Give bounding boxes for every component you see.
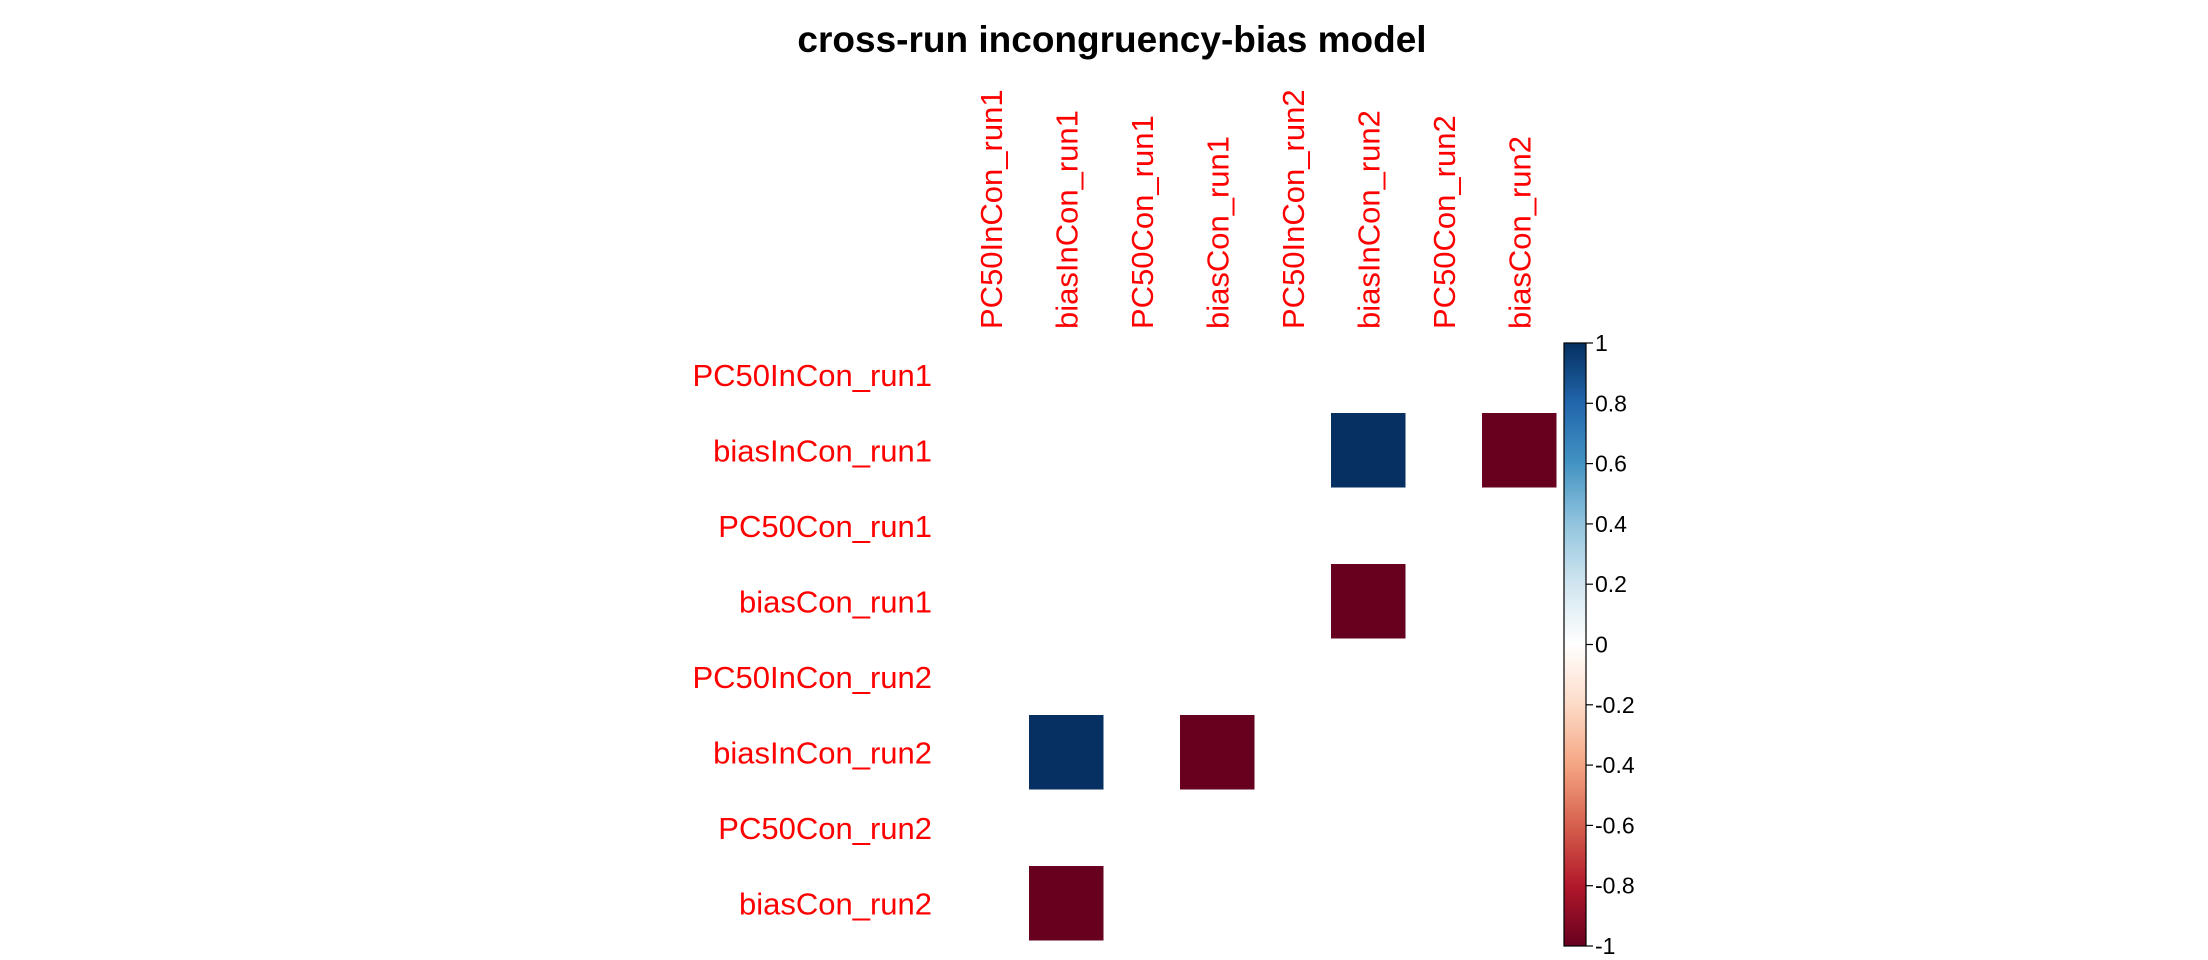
heatmap-cell-r5-c1 bbox=[953, 639, 1028, 714]
heatmap-cell-r3-c1 bbox=[953, 488, 1028, 563]
color-legend: 1 0.8 0.6 0.4 0.2 0 -0.2 -0.4 -0.6 -0.8 -1 bbox=[1563, 330, 1635, 959]
heatmap-cell-r1-c8 bbox=[1482, 337, 1557, 412]
heatmap-cell-r3-c3 bbox=[1104, 488, 1179, 563]
heatmap-cell-r5-c7 bbox=[1406, 639, 1481, 714]
color-bar-tick-label: -0.8 bbox=[1595, 873, 1635, 899]
heatmap-cell-r2-c1 bbox=[953, 413, 1028, 488]
heatmap-cell-r6-c6 bbox=[1331, 715, 1406, 790]
heatmap-cell-r3-c5 bbox=[1255, 488, 1330, 563]
heatmap-cell-r3-c4 bbox=[1180, 488, 1255, 563]
heatmap-cell-r7-c6 bbox=[1331, 790, 1406, 865]
heatmap-cell-r6-c1 bbox=[953, 715, 1028, 790]
heatmap-cell-r4-c2 bbox=[1029, 564, 1104, 639]
color-bar-tick-label: 1 bbox=[1595, 330, 1608, 356]
heatmap-cell-r1-c1 bbox=[953, 337, 1028, 412]
color-bar-tick-label: -1 bbox=[1595, 933, 1615, 959]
heatmap-cell-r3-c8 bbox=[1482, 488, 1557, 563]
column-labels: PC50InCon_run1 biasInCon_run1 PC50Con_run1… bbox=[974, 89, 1538, 329]
color-bar-tick-label: 0.2 bbox=[1595, 571, 1627, 597]
row-label: biasCon_run1 bbox=[739, 584, 932, 619]
heatmap-cell-r5-c6 bbox=[1331, 639, 1406, 714]
row-label: biasCon_run2 bbox=[739, 886, 932, 921]
heatmap-cell-r5-c8 bbox=[1482, 639, 1557, 714]
heatmap-cell-r4-c7 bbox=[1406, 564, 1481, 639]
heatmap-cell-r8-c8 bbox=[1482, 866, 1557, 941]
heatmap-cell-r5-c4 bbox=[1180, 639, 1255, 714]
column-label: PC50Con_run1 bbox=[1125, 115, 1160, 329]
heatmap-cell-r1-c2 bbox=[1029, 337, 1104, 412]
color-bar-tick-label: 0.4 bbox=[1595, 511, 1627, 537]
row-label: biasInCon_run1 bbox=[713, 433, 932, 468]
heatmap-cell-r3-c6 bbox=[1331, 488, 1406, 563]
row-label: PC50InCon_run1 bbox=[692, 358, 932, 393]
heatmap-cell-r4-c8 bbox=[1482, 564, 1557, 639]
heatmap-cell-r8-c5 bbox=[1255, 866, 1330, 941]
heatmap-cell-r7-c2 bbox=[1029, 790, 1104, 865]
heatmap-cell-r4-c6 bbox=[1331, 564, 1406, 639]
heatmap-cell-r7-c3 bbox=[1104, 790, 1179, 865]
heatmap-cell-r8-c7 bbox=[1406, 866, 1481, 941]
column-label: biasInCon_run2 bbox=[1351, 110, 1386, 329]
row-label: biasInCon_run2 bbox=[713, 735, 932, 770]
heatmap-cell-r6-c8 bbox=[1482, 715, 1557, 790]
color-bar-tick-label: -0.2 bbox=[1595, 692, 1635, 718]
heatmap-cell-r1-c3 bbox=[1104, 337, 1179, 412]
heatmap-cell-r6-c3 bbox=[1104, 715, 1179, 790]
heatmap-cell-r1-c6 bbox=[1331, 337, 1406, 412]
color-bar-tick-label: -0.6 bbox=[1595, 812, 1635, 838]
color-bar-tick-label: -0.4 bbox=[1595, 752, 1635, 778]
heatmap-cell-r2-c2 bbox=[1029, 413, 1104, 488]
heatmap-cell-r4-c4 bbox=[1180, 564, 1255, 639]
heatmap-cell-r7-c7 bbox=[1406, 790, 1481, 865]
heatmap-cell-r6-c4 bbox=[1180, 715, 1255, 790]
column-label: biasCon_run1 bbox=[1200, 136, 1235, 329]
heatmap-cell-r1-c4 bbox=[1180, 337, 1255, 412]
color-bar-tick-label: 0.6 bbox=[1595, 451, 1627, 477]
heatmap-cell-r7-c5 bbox=[1255, 790, 1330, 865]
heatmap-cell-r2-c4 bbox=[1180, 413, 1255, 488]
heatmap-cell-r1-c5 bbox=[1255, 337, 1330, 412]
chart-title: cross-run incongruency-bias model bbox=[797, 19, 1426, 60]
heatmap-cells bbox=[953, 337, 1557, 941]
heatmap-cell-r2-c8 bbox=[1482, 413, 1557, 488]
row-labels: PC50InCon_run1 biasInCon_run1 PC50Con_run1… bbox=[692, 358, 932, 922]
heatmap-cell-r8-c3 bbox=[1104, 866, 1179, 941]
color-bar bbox=[1563, 342, 1587, 947]
heatmap-cell-r5-c3 bbox=[1104, 639, 1179, 714]
color-bar-tick-label: 0.8 bbox=[1595, 390, 1627, 416]
heatmap-cell-r8-c6 bbox=[1331, 866, 1406, 941]
heatmap-cell-r7-c1 bbox=[953, 790, 1028, 865]
column-label: PC50InCon_run2 bbox=[1276, 89, 1311, 329]
heatmap-cell-r5-c2 bbox=[1029, 639, 1104, 714]
row-label: PC50InCon_run2 bbox=[692, 660, 932, 695]
heatmap-cell-r5-c5 bbox=[1255, 639, 1330, 714]
heatmap-cell-r7-c8 bbox=[1482, 790, 1557, 865]
heatmap-cell-r3-c7 bbox=[1406, 488, 1481, 563]
heatmap-cell-r4-c3 bbox=[1104, 564, 1179, 639]
heatmap-cell-r4-c1 bbox=[953, 564, 1028, 639]
heatmap-cell-r2-c6 bbox=[1331, 413, 1406, 488]
heatmap-cell-r6-c7 bbox=[1406, 715, 1481, 790]
heatmap-cell-r2-c3 bbox=[1104, 413, 1179, 488]
heatmap-cell-r1-c7 bbox=[1406, 337, 1481, 412]
heatmap-cell-r6-c2 bbox=[1029, 715, 1104, 790]
heatmap-cell-r2-c7 bbox=[1406, 413, 1481, 488]
row-label: PC50Con_run2 bbox=[718, 811, 932, 846]
heatmap-cell-r4-c5 bbox=[1255, 564, 1330, 639]
column-label: biasInCon_run1 bbox=[1049, 110, 1084, 329]
heatmap-cell-r2-c5 bbox=[1255, 413, 1330, 488]
row-label: PC50Con_run1 bbox=[718, 509, 932, 544]
heatmap-cell-r8-c1 bbox=[953, 866, 1028, 941]
column-label: biasCon_run2 bbox=[1502, 136, 1537, 329]
heatmap-cell-r7-c4 bbox=[1180, 790, 1255, 865]
column-label: PC50InCon_run1 bbox=[974, 89, 1009, 329]
heatmap-cell-r6-c5 bbox=[1255, 715, 1330, 790]
heatmap-cell-r8-c2 bbox=[1029, 866, 1104, 941]
heatmap-cell-r8-c4 bbox=[1180, 866, 1255, 941]
heatmap-cell-r3-c2 bbox=[1029, 488, 1104, 563]
column-label: PC50Con_run2 bbox=[1427, 115, 1462, 329]
color-bar-tick-label: 0 bbox=[1595, 632, 1608, 658]
